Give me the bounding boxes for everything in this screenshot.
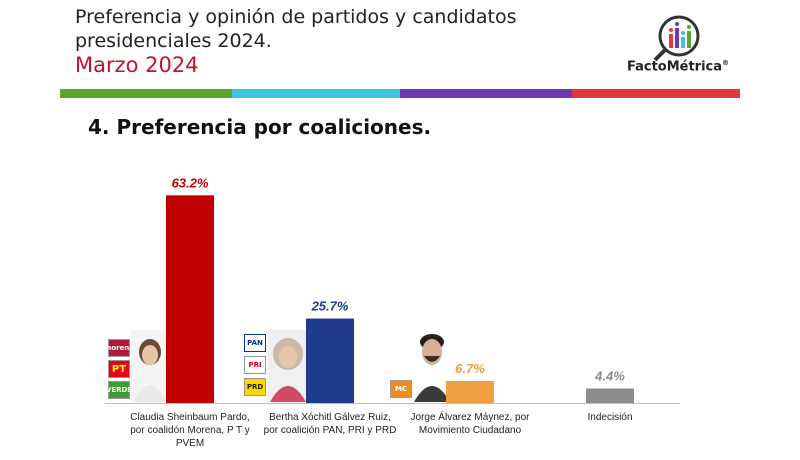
stripe-cyan	[232, 89, 400, 98]
prd-party-logo: PRD	[244, 378, 266, 396]
stripe-red	[572, 89, 740, 98]
data-label-3: 4.4%	[594, 369, 625, 384]
category-label-1: Bertha Xóchitl Gálvez Ruiz, por coalición…	[264, 412, 397, 436]
category-label-0: Claudia Sheinbaum Pardo, por coalidón Mor…	[130, 412, 250, 449]
category-label-2: Jorge Álvarez Máynez, por Movimiento Ciud…	[411, 410, 531, 436]
data-label-0: 63.2%	[172, 175, 209, 190]
pvem-party-logo: VERDE	[106, 381, 132, 399]
magnifier-chart-icon	[653, 15, 700, 62]
pri-party-logo: PRI	[244, 356, 266, 374]
data-label-1: 25.7%	[311, 299, 349, 314]
data-label-2: 6.7%	[455, 361, 485, 376]
candidate-photo-sheinbaum	[131, 330, 169, 402]
section-title: 4. Preferencia por coaliciones.	[88, 115, 432, 139]
stripe-green	[60, 89, 232, 98]
pan-party-logo: PAN	[244, 334, 266, 352]
bar-2	[446, 380, 494, 403]
bar-3	[586, 388, 634, 403]
title-line-1: Preferencia y opinión de partidos y cand…	[75, 6, 517, 28]
candidate-photo-galvez	[268, 330, 308, 402]
bar-1	[306, 318, 354, 403]
mc-party-logo: MC	[390, 380, 412, 398]
category-label-3: Indecisión	[587, 412, 632, 423]
factometrica-logo: FactoMétrica®	[622, 12, 737, 80]
pt-party-logo: PT	[108, 360, 130, 378]
subtitle: Marzo 2024	[75, 53, 199, 77]
morena-party-logo: morena	[104, 339, 134, 357]
logo-text: FactoMétrica®	[626, 59, 730, 75]
candidate-photo-alvarez	[412, 328, 452, 402]
bar-0	[166, 195, 214, 403]
stripe-purple	[400, 89, 572, 98]
title-line-2: presidenciales 2024.	[75, 30, 272, 52]
